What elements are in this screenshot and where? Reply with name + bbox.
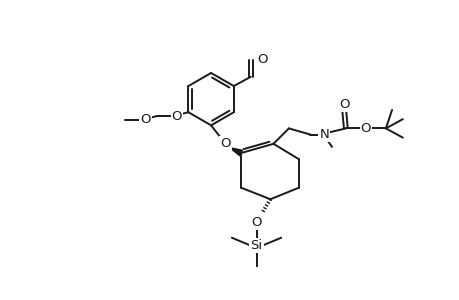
Text: O: O <box>171 110 182 123</box>
Text: O: O <box>140 113 150 126</box>
Text: O: O <box>338 98 349 111</box>
Text: O: O <box>256 53 267 66</box>
Text: O: O <box>360 122 370 135</box>
Polygon shape <box>229 148 242 156</box>
Text: N: N <box>319 128 329 141</box>
Text: Si: Si <box>250 239 262 252</box>
Text: O: O <box>251 216 261 229</box>
Text: O: O <box>220 137 230 150</box>
